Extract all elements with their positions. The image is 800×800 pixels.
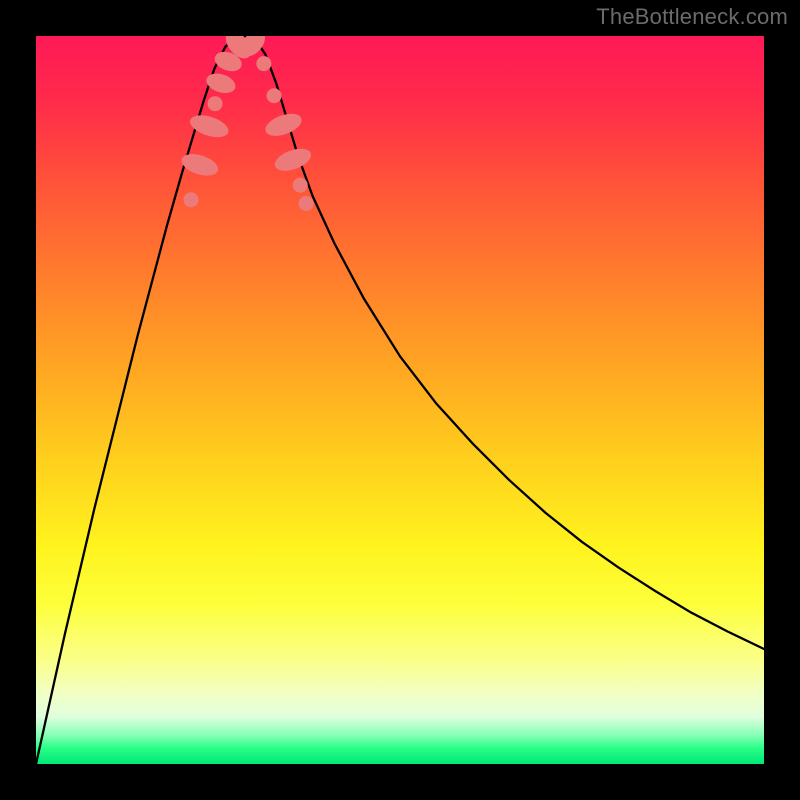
bottleneck-curve [36, 36, 764, 764]
watermark-text: TheBottleneck.com [596, 4, 788, 30]
curve-marker [204, 70, 238, 96]
curve-marker [262, 109, 304, 140]
curve-marker [184, 192, 199, 207]
curve-marker [267, 88, 282, 103]
plot-area [36, 36, 764, 764]
curve-marker [293, 178, 308, 193]
curve-marker [272, 144, 314, 175]
curve-marker [256, 56, 271, 71]
curve-marker [179, 150, 221, 180]
curve-marker [208, 96, 223, 111]
curve-marker [299, 196, 314, 211]
